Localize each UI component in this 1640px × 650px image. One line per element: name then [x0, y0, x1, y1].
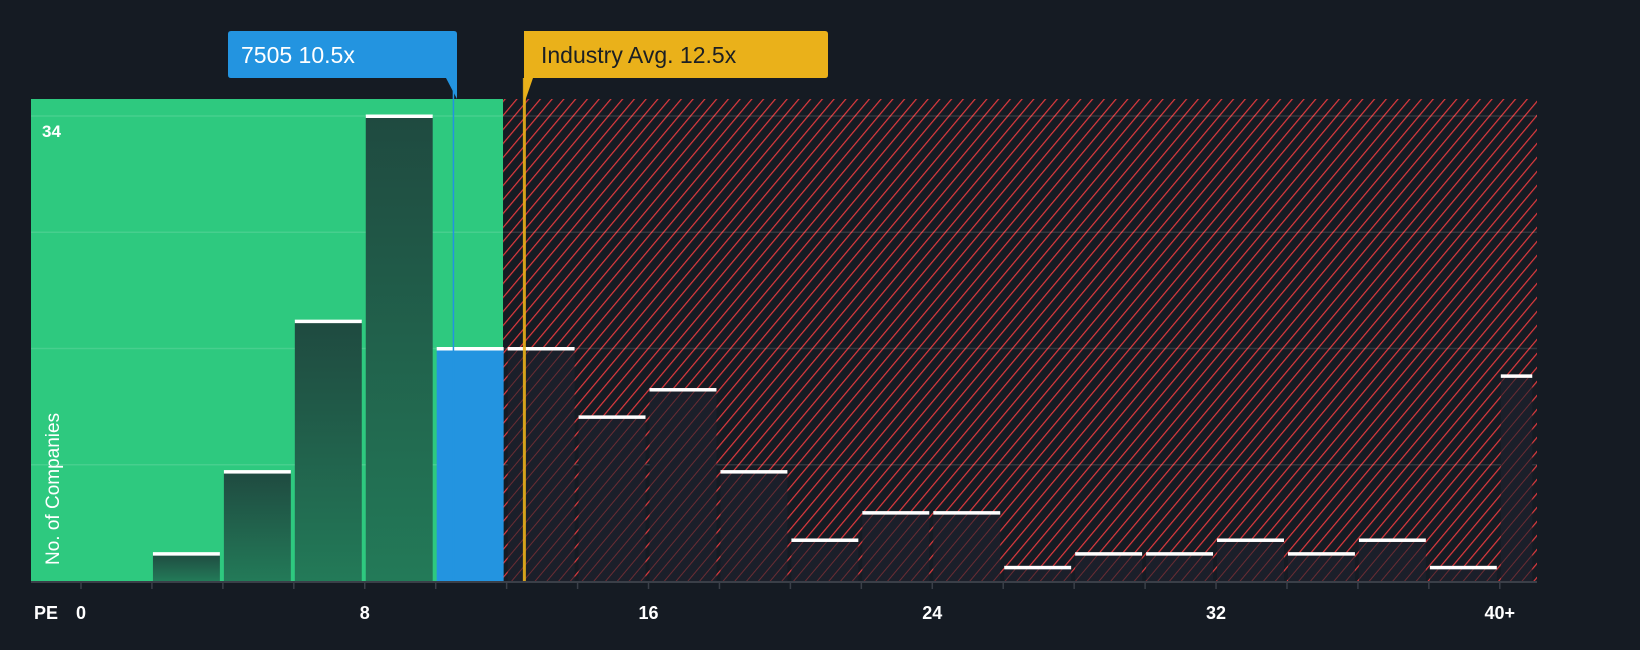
bar-cap: [223, 470, 291, 474]
x-tick-label: 32: [1206, 603, 1226, 623]
histogram-bar: [933, 512, 1001, 581]
histogram-bar: [578, 416, 646, 581]
x-tick-label: 24: [922, 603, 942, 623]
histogram-bar: [365, 116, 433, 581]
histogram-bar: [649, 389, 717, 581]
bar-cap: [1075, 552, 1143, 556]
x-tick-label: 8: [360, 603, 370, 623]
bar-cap: [649, 388, 717, 392]
bar-cap: [436, 347, 504, 351]
histogram-bar: [1146, 553, 1214, 581]
histogram-bar: [1287, 553, 1355, 581]
histogram-bar: [720, 471, 788, 581]
histogram-bar: [223, 471, 291, 581]
histogram-bar: [1358, 539, 1426, 581]
bar-cap: [1146, 552, 1214, 556]
bar-cap: [294, 319, 362, 324]
bar-cap: [1500, 374, 1533, 378]
bar-cap: [791, 538, 859, 542]
x-tick-label: 16: [639, 603, 659, 623]
y-axis-label: No. of Companies: [43, 413, 64, 565]
histogram-bar: [436, 348, 504, 581]
histogram-bar: [1500, 375, 1533, 581]
bar-cap: [1358, 538, 1426, 542]
bar-cap: [1217, 538, 1284, 542]
bar-cap: [578, 415, 646, 419]
industry-callout: Industry Avg. 12.5x: [524, 31, 828, 104]
bar-cap: [1429, 565, 1497, 570]
histogram-bar: [1429, 567, 1497, 581]
histogram-bar: [791, 539, 859, 581]
bar-cap: [1004, 565, 1072, 570]
y-tick-label: 34: [42, 122, 61, 141]
x-tick-label: 40+: [1485, 603, 1516, 623]
histogram-bar: [1075, 553, 1143, 581]
histogram-bar: [152, 553, 220, 581]
bar-cap: [365, 114, 433, 118]
company-callout: 7505 10.5x: [228, 31, 457, 99]
histogram-bar: [862, 512, 930, 581]
bar-cap: [720, 470, 788, 474]
bar-cap: [1287, 552, 1355, 556]
x-axis-label: PE: [34, 603, 58, 623]
histogram-bar: [507, 348, 575, 581]
industry-callout-label: Industry Avg. 12.5x: [541, 42, 737, 68]
bar-cap: [933, 511, 1001, 515]
bar-cap: [152, 552, 220, 556]
bar-cap: [507, 347, 575, 351]
company-callout-label: 7505 10.5x: [241, 42, 355, 68]
histogram-bar: [294, 321, 362, 581]
histogram-bar: [1217, 539, 1284, 581]
histogram-bar: [1004, 567, 1072, 581]
x-tick-label: 0: [76, 603, 86, 623]
bar-cap: [862, 511, 930, 515]
